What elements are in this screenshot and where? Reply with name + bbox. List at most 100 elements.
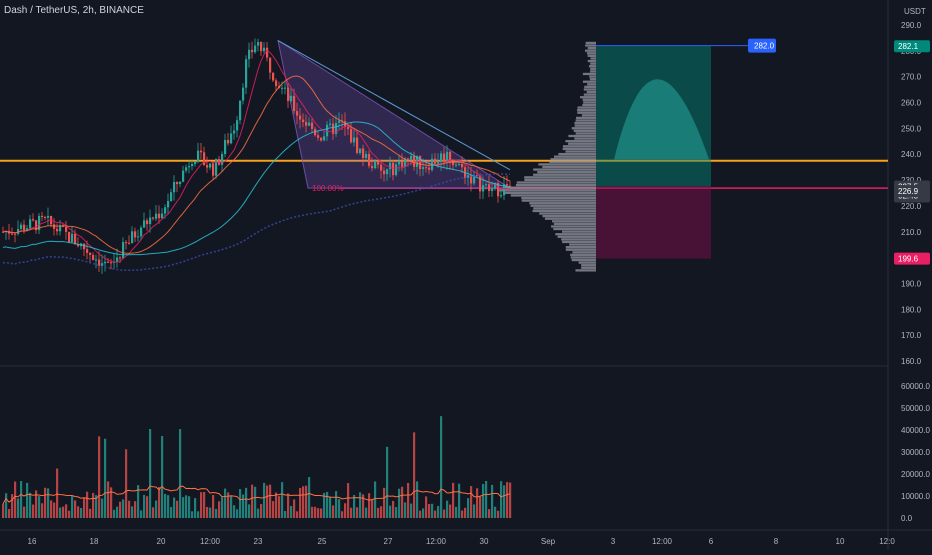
stop-price-tag: 199.6	[898, 255, 919, 264]
time-tick-label: 6	[709, 537, 714, 546]
candle-body	[86, 249, 89, 253]
volume-bar	[74, 500, 77, 518]
volume-bar	[353, 494, 356, 518]
candle-body	[245, 59, 248, 88]
volume-bar	[38, 496, 41, 518]
candle-body	[494, 182, 497, 189]
volume-bar	[458, 483, 461, 518]
volume-bar	[2, 503, 5, 518]
candle-body	[335, 122, 338, 134]
volume-bar	[443, 509, 446, 518]
volume-profile-bar	[568, 142, 596, 145]
price-tick-label: 210.0	[901, 228, 922, 237]
volume-bar	[116, 506, 119, 518]
candle-body	[323, 136, 326, 141]
volume-bar	[251, 484, 254, 518]
candle-body	[47, 215, 50, 218]
candle-body	[440, 153, 443, 162]
volume-bar	[278, 496, 281, 518]
candle-body	[332, 123, 335, 134]
volume-profile-bar	[575, 132, 596, 135]
volume-profile-bar	[561, 230, 596, 233]
volume-bar	[179, 429, 182, 518]
volume-profile-bar	[562, 147, 596, 151]
candle-body	[455, 164, 458, 166]
volume-profile-bar	[530, 204, 596, 207]
candle-body	[458, 163, 461, 165]
volume-profile-bar	[586, 52, 596, 55]
volume-profile-bar	[570, 256, 596, 259]
volume-bar	[44, 487, 47, 518]
volume-profile-bar	[580, 96, 596, 99]
volume-bar	[275, 492, 278, 518]
candle-body	[239, 100, 242, 121]
volume-bar	[314, 506, 317, 518]
ma-slow-line	[2, 121, 511, 256]
volume-bar	[194, 498, 197, 518]
candle-body	[395, 164, 398, 176]
time-tick-label: 27	[384, 537, 393, 546]
volume-bar	[47, 488, 50, 518]
volume-bar	[176, 500, 179, 518]
volume-bar	[383, 487, 386, 518]
volume-profile-bar	[577, 109, 596, 112]
candle-body	[311, 122, 314, 129]
volume-bar	[14, 481, 17, 518]
candle-body	[275, 80, 278, 87]
volume-bar	[185, 495, 188, 518]
candle-body	[317, 135, 320, 138]
volume-bar	[182, 497, 185, 518]
volume-bar	[137, 485, 140, 518]
volume-profile-bar	[575, 119, 596, 122]
price-tick-label: 190.0	[901, 279, 922, 288]
volume-bar	[446, 500, 449, 518]
candle-body	[473, 175, 476, 184]
volume-profile-bar	[570, 253, 596, 257]
ma-mid-line	[2, 75, 511, 254]
candle-body	[362, 148, 365, 159]
candle-body	[302, 119, 305, 123]
volume-bar	[371, 498, 374, 518]
candle-body	[359, 148, 362, 153]
volume-profile-bar	[582, 80, 596, 83]
volume-profile-bar	[551, 225, 596, 228]
candle-body	[449, 151, 452, 162]
volume-bar	[134, 501, 137, 518]
price-tick-label: 160.0	[901, 357, 922, 366]
volume-profile-bar	[581, 264, 596, 267]
candle-body	[203, 152, 206, 166]
candle-body	[191, 164, 194, 167]
volume-bar	[41, 503, 44, 518]
volume-profile-bar	[532, 209, 596, 213]
volume-profile-bar	[539, 212, 596, 215]
volume-bar	[410, 503, 413, 518]
time-tick-label: 12:00	[426, 537, 447, 546]
volume-bar	[215, 508, 218, 518]
volume-profile-bar	[555, 233, 596, 236]
candle-body	[485, 184, 488, 186]
volume-bar	[401, 486, 404, 518]
time-tick-label: 16	[28, 537, 37, 546]
volume-bar	[158, 487, 161, 518]
volume-bar	[338, 499, 341, 518]
volume-bar	[200, 492, 203, 518]
volume-profile-bar	[585, 44, 596, 47]
volume-profile-bar	[581, 114, 596, 117]
candle-body	[122, 242, 125, 259]
chart-title: Dash / TetherUS, 2h, BINANCE	[4, 5, 144, 16]
volume-tick-label: 10000.0	[901, 492, 930, 501]
candle-body	[251, 49, 254, 53]
volume-bar	[221, 497, 224, 518]
time-tick-label: 30	[480, 537, 489, 546]
candle-body	[272, 72, 275, 81]
volume-bar	[482, 484, 485, 518]
price-tick-label: 220.0	[901, 202, 922, 211]
volume-bar	[80, 508, 83, 518]
volume-bar	[245, 487, 248, 518]
volume-bar	[488, 509, 491, 518]
volume-bar	[188, 496, 191, 518]
target-label-bg	[748, 38, 776, 53]
volume-profile-bar	[577, 106, 596, 109]
